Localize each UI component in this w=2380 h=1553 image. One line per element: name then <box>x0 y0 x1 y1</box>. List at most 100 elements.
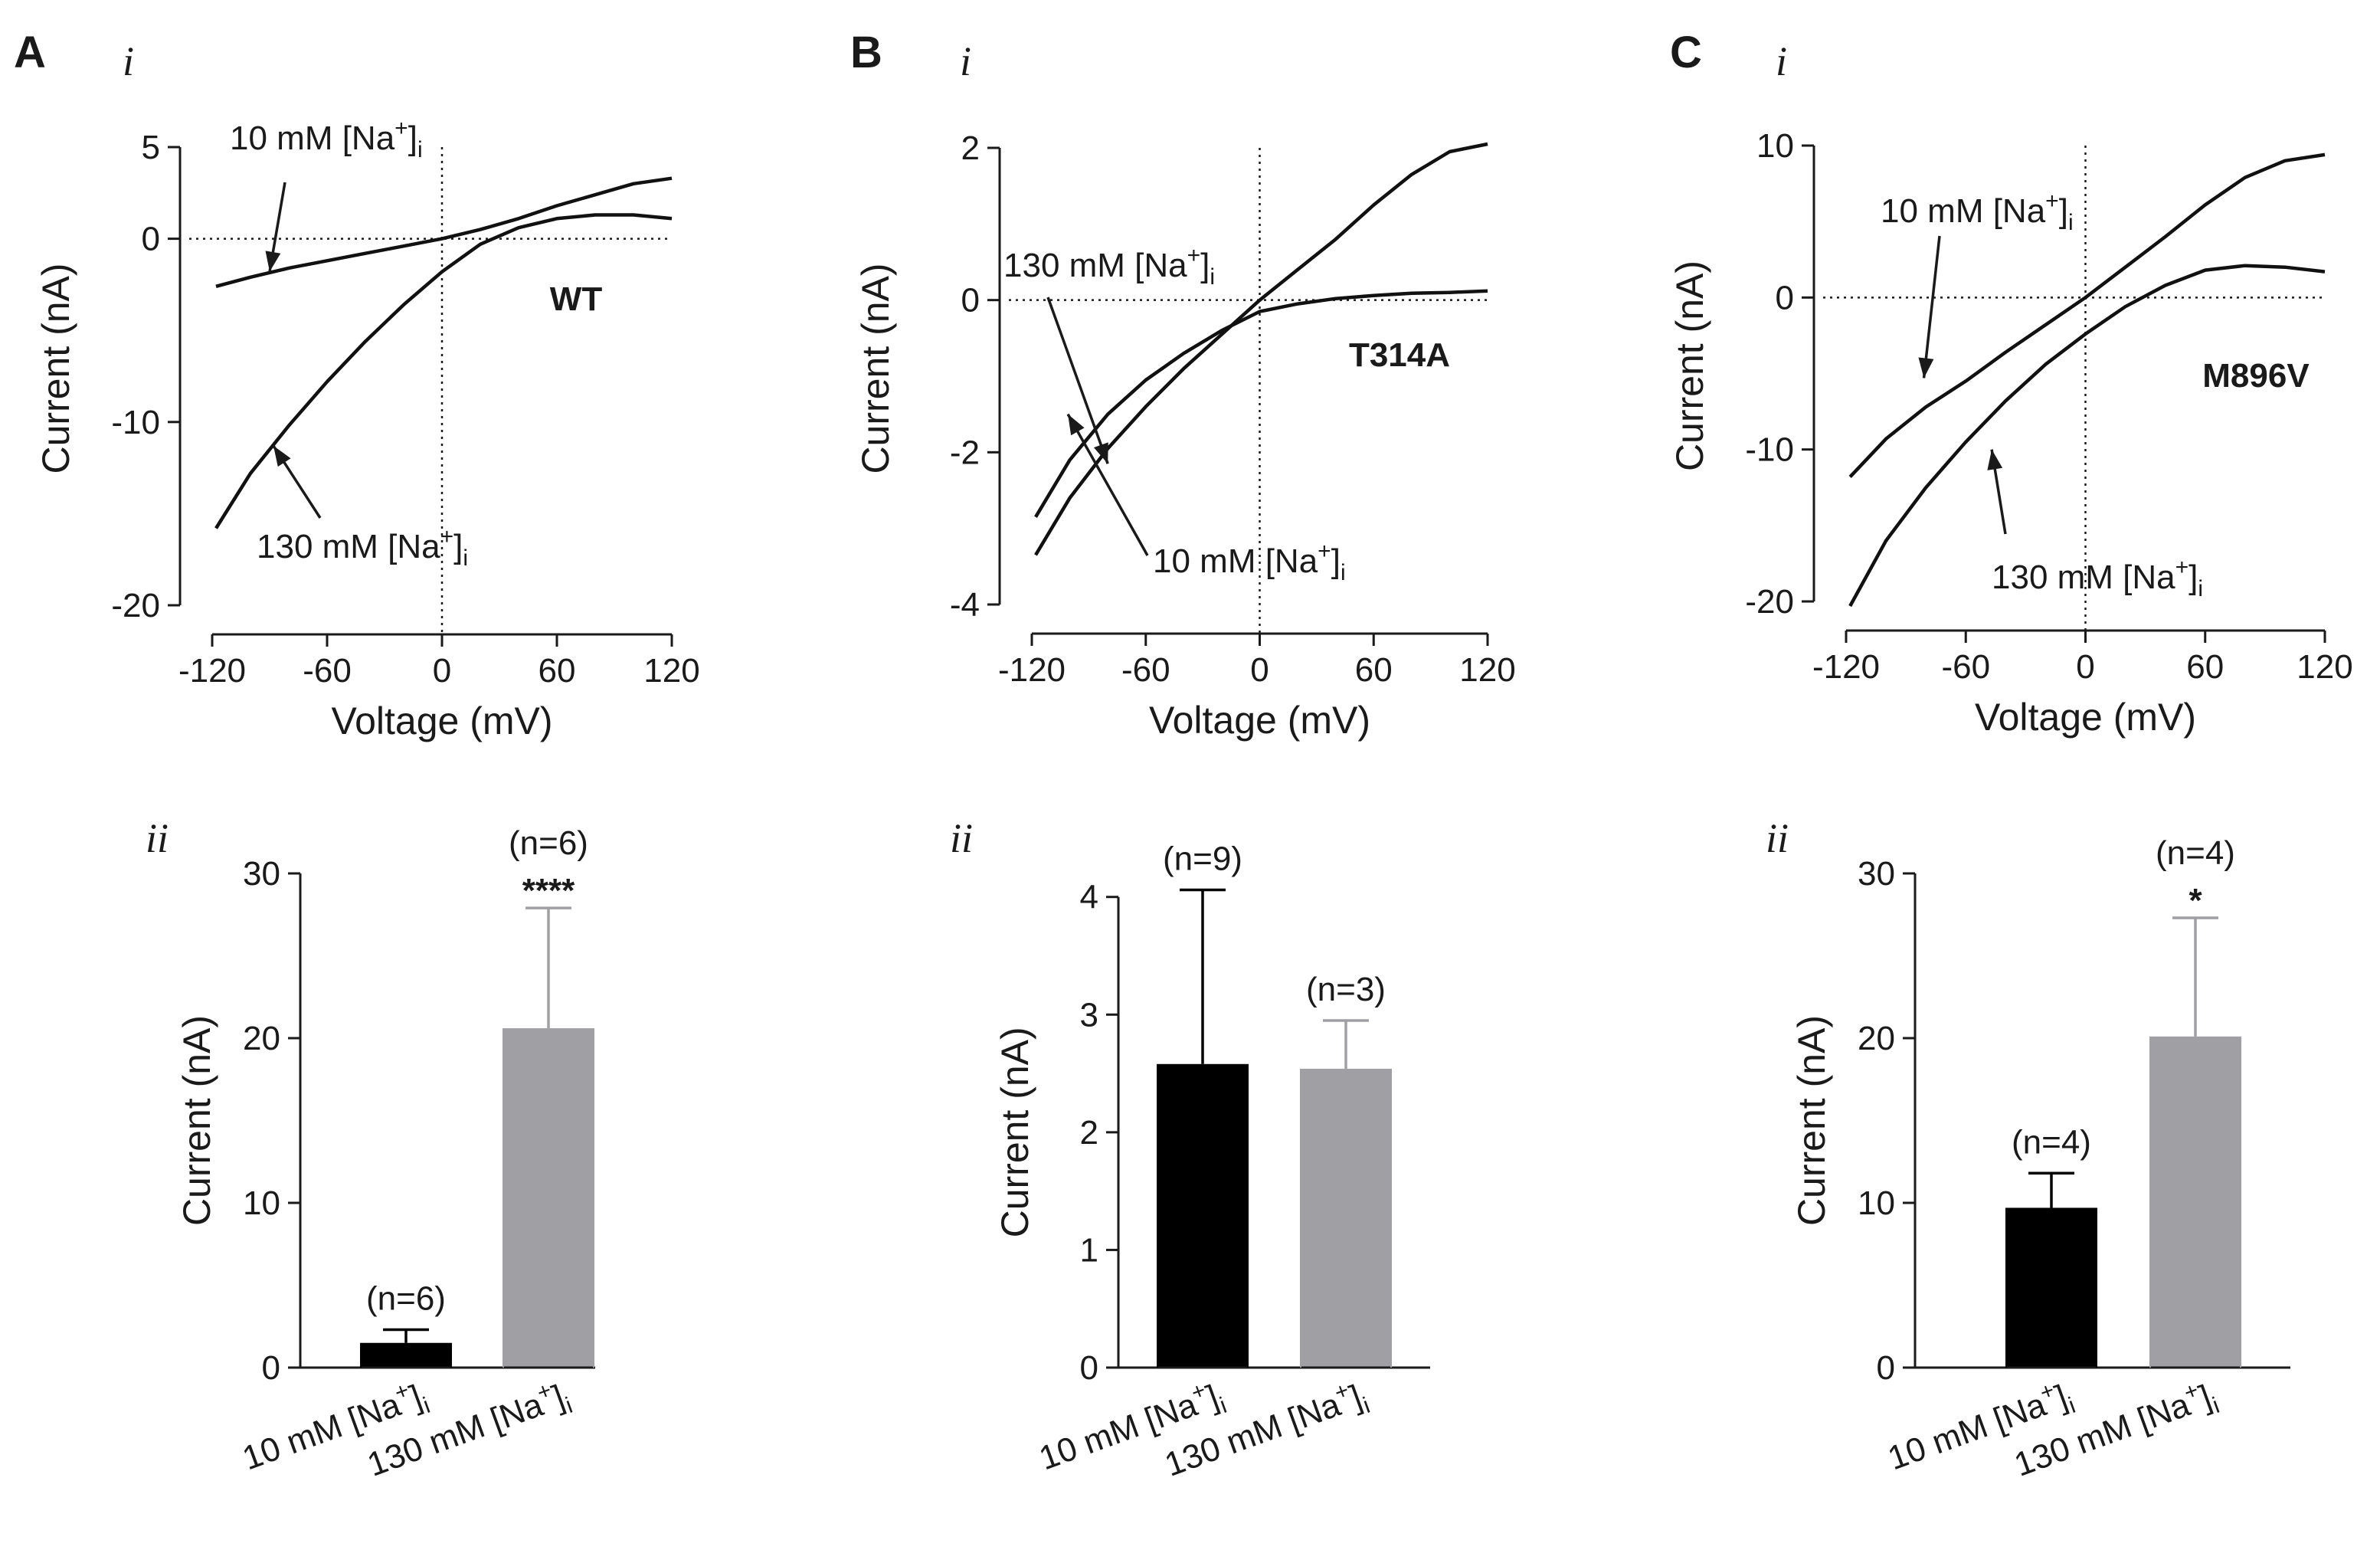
n-label: (n=6) <box>366 1280 446 1318</box>
y-axis-title: Current (nA) <box>175 1015 218 1226</box>
y-tick-label: 30 <box>243 855 280 893</box>
y-tick-label: 2 <box>961 129 980 167</box>
significance-marker: * <box>2188 882 2202 919</box>
annotation-arrow-shaft <box>1922 235 1941 378</box>
x-tick-label: 60 <box>539 652 576 690</box>
y-axis-title: Current (nA) <box>34 263 77 473</box>
y-tick-label: 0 <box>1776 279 1794 316</box>
series-label-130mM: 130 mM [Na+]i <box>1992 555 2203 601</box>
annotation-arrow-head <box>1987 449 2003 470</box>
x-tick-label: 60 <box>1355 651 1393 689</box>
significance-marker: **** <box>522 872 575 909</box>
x-tick-label: -120 <box>178 652 246 690</box>
x-tick-label: 0 <box>2076 648 2094 686</box>
panel-a-sub-i: i <box>123 38 134 84</box>
n-label: (n=6) <box>509 824 588 862</box>
iv-trace-130mM <box>1034 289 1488 518</box>
panel-letter-c: C <box>1670 28 1702 77</box>
bar <box>503 1028 594 1368</box>
bar <box>1157 1063 1249 1368</box>
annotation-arrow-head <box>1093 442 1108 464</box>
annotation-arrow-head <box>1918 357 1934 378</box>
panel-letter-b: B <box>850 28 882 77</box>
y-tick-label: 5 <box>142 129 160 166</box>
x-axis-title: Voltage (mV) <box>1975 696 2196 739</box>
x-axis-title: Voltage (mV) <box>1149 699 1370 742</box>
bar <box>1300 1068 1392 1368</box>
y-axis-title: Current (nA) <box>854 263 897 473</box>
bar <box>2149 1036 2241 1368</box>
iv-trace-10mM <box>215 176 673 288</box>
x-tick-label: -60 <box>1941 648 1990 686</box>
x-tick-label: -60 <box>303 652 352 690</box>
y-axis-title: Current (nA) <box>1790 1015 1833 1226</box>
bar <box>360 1342 452 1368</box>
y-tick-label: -10 <box>1745 431 1794 469</box>
x-tick-label: 60 <box>2186 648 2224 686</box>
x-tick-label: -60 <box>1121 651 1170 689</box>
iv-trace-130mM <box>1848 264 2326 608</box>
series-label-10mM: 10 mM [Na+]i <box>1881 188 2074 235</box>
panel-b-sub-ii: ii <box>950 815 973 861</box>
annotation-arrow-head <box>1068 414 1085 436</box>
variant-label: WT <box>550 280 603 318</box>
x-tick-label: -120 <box>998 651 1066 689</box>
variant-label: T314A <box>1349 336 1450 374</box>
x-tick-label: 120 <box>2297 648 2352 686</box>
panel-a-sub-ii: ii <box>146 815 169 861</box>
iv-trace-130mM <box>214 213 673 529</box>
y-tick-label: -4 <box>950 586 980 624</box>
annotation-arrow-head <box>273 445 291 467</box>
n-label: (n=3) <box>1306 971 1386 1008</box>
y-tick-label: -10 <box>111 404 160 441</box>
y-tick-label: 0 <box>1877 1349 1895 1387</box>
series-label-130mM: 130 mM [Na+]i <box>257 524 468 571</box>
variant-label: M896V <box>2202 357 2310 395</box>
y-tick-label: 30 <box>1858 855 1895 893</box>
n-label: (n=4) <box>2156 834 2235 872</box>
y-tick-label: 10 <box>1756 127 1794 165</box>
x-tick-label: 0 <box>1250 651 1269 689</box>
annotation-arrow-head <box>265 251 281 272</box>
n-label: (n=9) <box>1163 840 1242 878</box>
series-label-130mM: 130 mM [Na+]i <box>1003 243 1215 290</box>
panel-letter-a: A <box>14 28 46 77</box>
series-label-10mM: 10 mM [Na+]i <box>230 116 423 162</box>
series-label-10mM: 10 mM [Na+]i <box>1153 539 1346 585</box>
y-tick-label: 4 <box>1080 879 1098 916</box>
y-tick-label: 10 <box>1858 1184 1895 1222</box>
y-axis-title: Current (nA) <box>1668 260 1711 471</box>
annotation-arrow-shaft <box>1066 413 1149 556</box>
x-tick-label: -120 <box>1812 648 1880 686</box>
y-axis-title: Current (nA) <box>994 1027 1036 1237</box>
panel-c-sub-ii: ii <box>1766 815 1789 861</box>
panel-c-sub-i: i <box>1776 38 1787 84</box>
y-tick-label: 3 <box>1080 996 1098 1034</box>
x-tick-label: 0 <box>433 652 451 690</box>
iv-trace-10mM <box>1848 152 2326 478</box>
n-label: (n=4) <box>2012 1123 2091 1161</box>
y-tick-label: 1 <box>1080 1231 1098 1269</box>
y-tick-label: 0 <box>961 282 980 319</box>
y-tick-label: -20 <box>111 587 160 624</box>
annotation-arrow-shaft <box>1046 297 1109 464</box>
x-tick-label: 120 <box>1459 651 1515 689</box>
bar <box>2005 1207 2097 1368</box>
y-tick-label: 20 <box>1858 1020 1895 1057</box>
chart-c-iv-curve: 10 0 -10 -20 -120 -60 0 60 120 Voltage (mV) Curren… <box>1668 127 2353 739</box>
y-tick-label: 0 <box>142 221 160 258</box>
x-axis-title: Voltage (mV) <box>331 700 552 742</box>
y-tick-label: 0 <box>262 1349 280 1387</box>
y-tick-label: 2 <box>1080 1114 1098 1152</box>
panel-b-sub-i: i <box>960 38 971 84</box>
y-tick-label: 20 <box>243 1020 280 1057</box>
y-tick-label: 0 <box>1080 1349 1098 1387</box>
y-tick-label: 10 <box>243 1184 280 1222</box>
chart-b-iv-curve: 2 0 -2 -4 -120 -60 0 60 120 Voltage (mV) Current (… <box>854 129 1516 742</box>
y-tick-label: -20 <box>1745 583 1794 621</box>
x-tick-label: 120 <box>643 652 699 690</box>
